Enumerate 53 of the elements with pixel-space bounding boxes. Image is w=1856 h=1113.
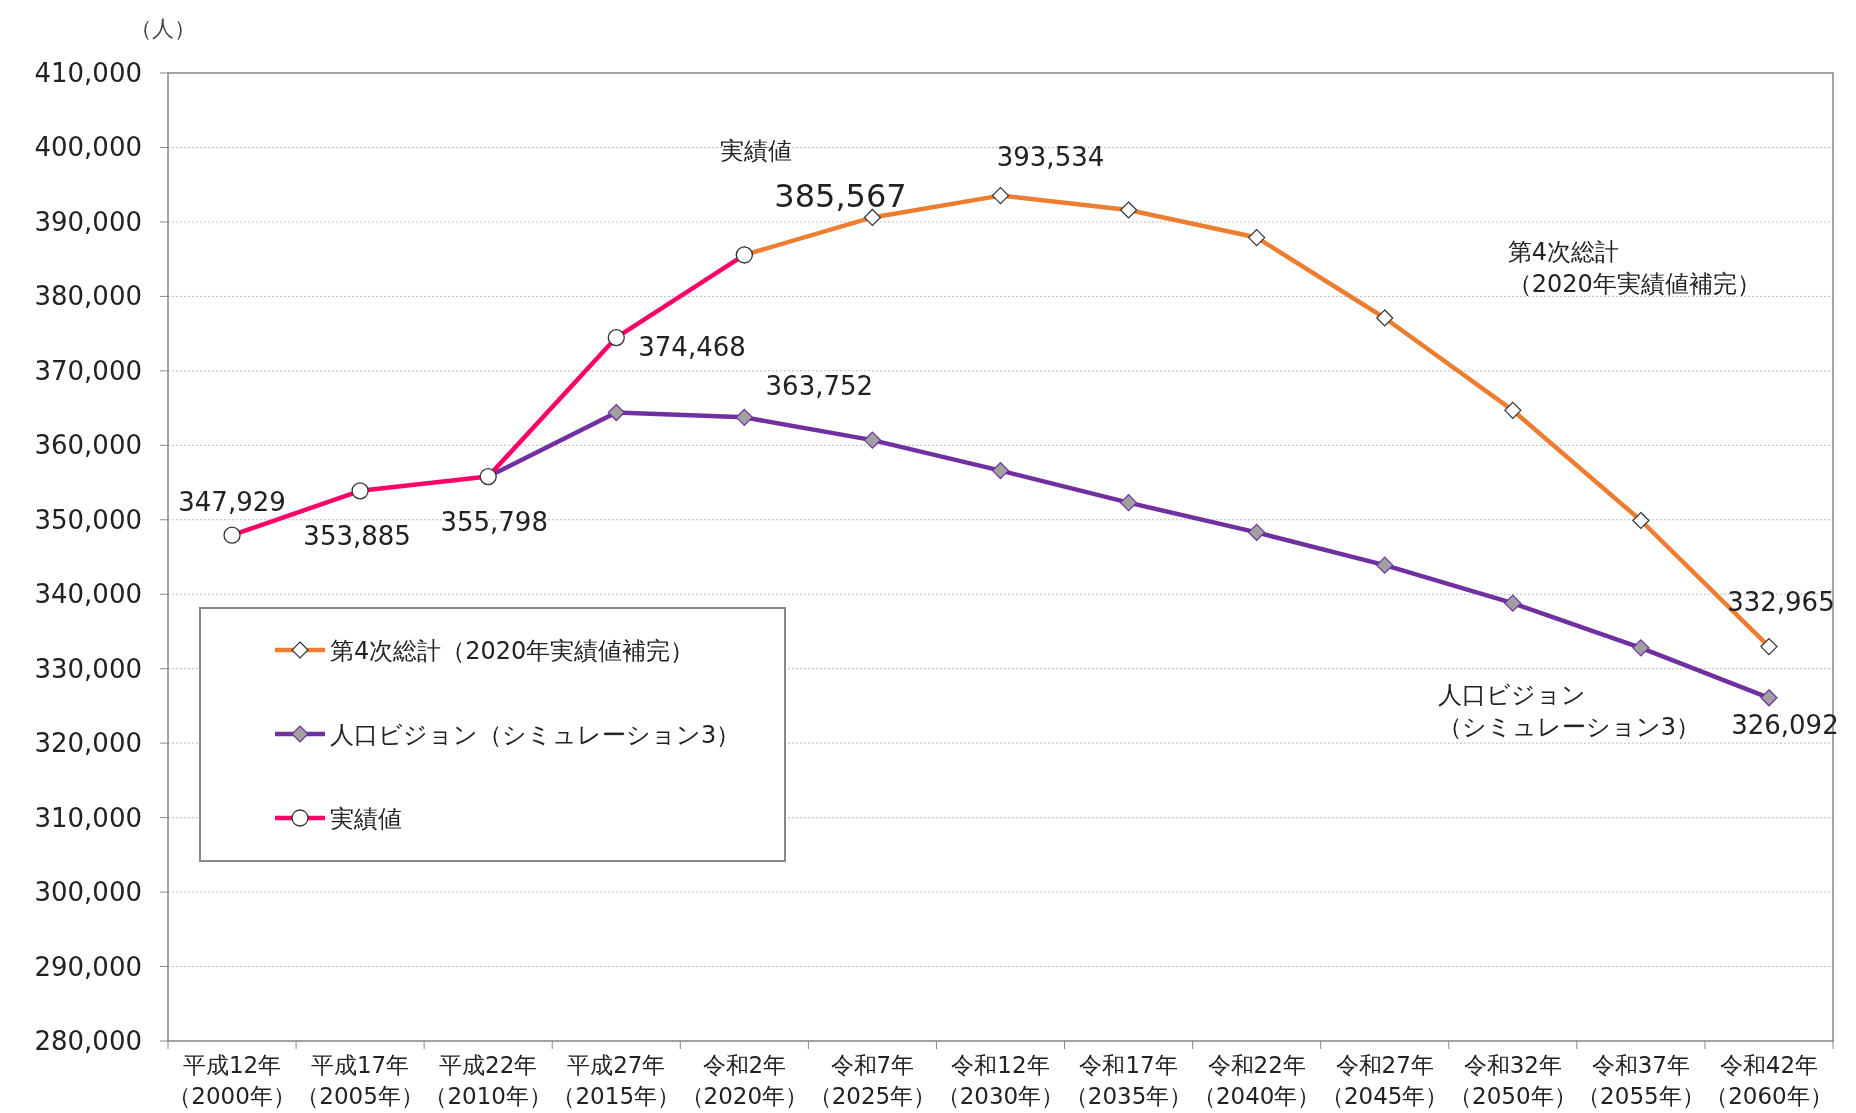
x-tick-label: 令和27年（2045年）: [1320, 1052, 1449, 1109]
data-label: 385,567: [774, 176, 907, 215]
x-tick-label: 令和22年（2040年）: [1192, 1052, 1321, 1109]
y-tick-label: 380,000: [34, 281, 142, 312]
y-tick-label: 310,000: [34, 802, 142, 833]
point: [1376, 556, 1394, 574]
y-tick-label: 360,000: [34, 430, 142, 461]
point: [1760, 689, 1778, 707]
legend-label: 人口ビジョン（シミュレーション3）: [330, 721, 741, 749]
y-tick-label: 410,000: [34, 58, 142, 88]
point: [1632, 639, 1650, 657]
y-tick-label: 290,000: [34, 951, 142, 982]
annotation: 第4次総計（2020年実績値補完）: [1507, 238, 1761, 299]
x-tick-label: 令和42年（2060年）: [1705, 1052, 1833, 1109]
point: [1504, 594, 1522, 612]
x-tick-label: 令和37年（2055年）: [1577, 1052, 1705, 1109]
x-tick-label: 平成12年（2000年）: [168, 1052, 296, 1109]
x-tick-label: 令和32年（2050年）: [1449, 1052, 1577, 1109]
data-label: 347,929: [178, 487, 286, 518]
y-tick-label: 320,000: [34, 728, 142, 759]
y-tick-label: 390,000: [34, 206, 142, 237]
data-label: 332,965: [1727, 586, 1835, 617]
point: [607, 403, 625, 422]
point: [991, 462, 1010, 480]
x-tick-label: 平成17年（2005年）: [296, 1052, 424, 1109]
y-tick-label: 350,000: [34, 504, 142, 535]
point: [863, 431, 882, 449]
y-tick-label: 280,000: [34, 1026, 142, 1056]
data-label: 393,534: [996, 141, 1105, 172]
x-tick-label: 令和7年（2025年）: [808, 1052, 937, 1109]
y-tick-label: 370,000: [34, 355, 142, 386]
x-tick-label: 平成22年（2010年）: [424, 1052, 552, 1109]
point: [735, 408, 753, 426]
legend-label: 実績値: [330, 805, 402, 833]
point: [1248, 523, 1266, 542]
legend-label: 第4次総計（2020年実績値補完）: [330, 637, 695, 665]
x-tick-label: 令和17年（2035年）: [1064, 1052, 1193, 1109]
data-label: 363,752: [765, 371, 874, 402]
y-tick-label: 400,000: [34, 132, 142, 163]
data-label: 355,798: [440, 506, 548, 537]
x-tick-label: 令和2年（2020年）: [680, 1052, 809, 1109]
point: [1119, 494, 1138, 512]
data-label: 374,468: [638, 331, 746, 362]
annotation: 実績値: [720, 136, 793, 165]
y-axis-title: （人）: [130, 16, 196, 41]
y-tick-label: 330,000: [34, 653, 142, 684]
data-label: 353,885: [303, 520, 411, 551]
annotation: 人口ビジョン（シミュレーション3）: [1437, 681, 1701, 742]
x-tick-label: 平成27年（2015年）: [552, 1052, 681, 1109]
data-label: 326,092: [1731, 709, 1839, 740]
y-tick-label: 340,000: [34, 579, 142, 610]
y-tick-label: 300,000: [34, 877, 142, 908]
x-tick-label: 令和12年（2030年）: [936, 1052, 1065, 1109]
